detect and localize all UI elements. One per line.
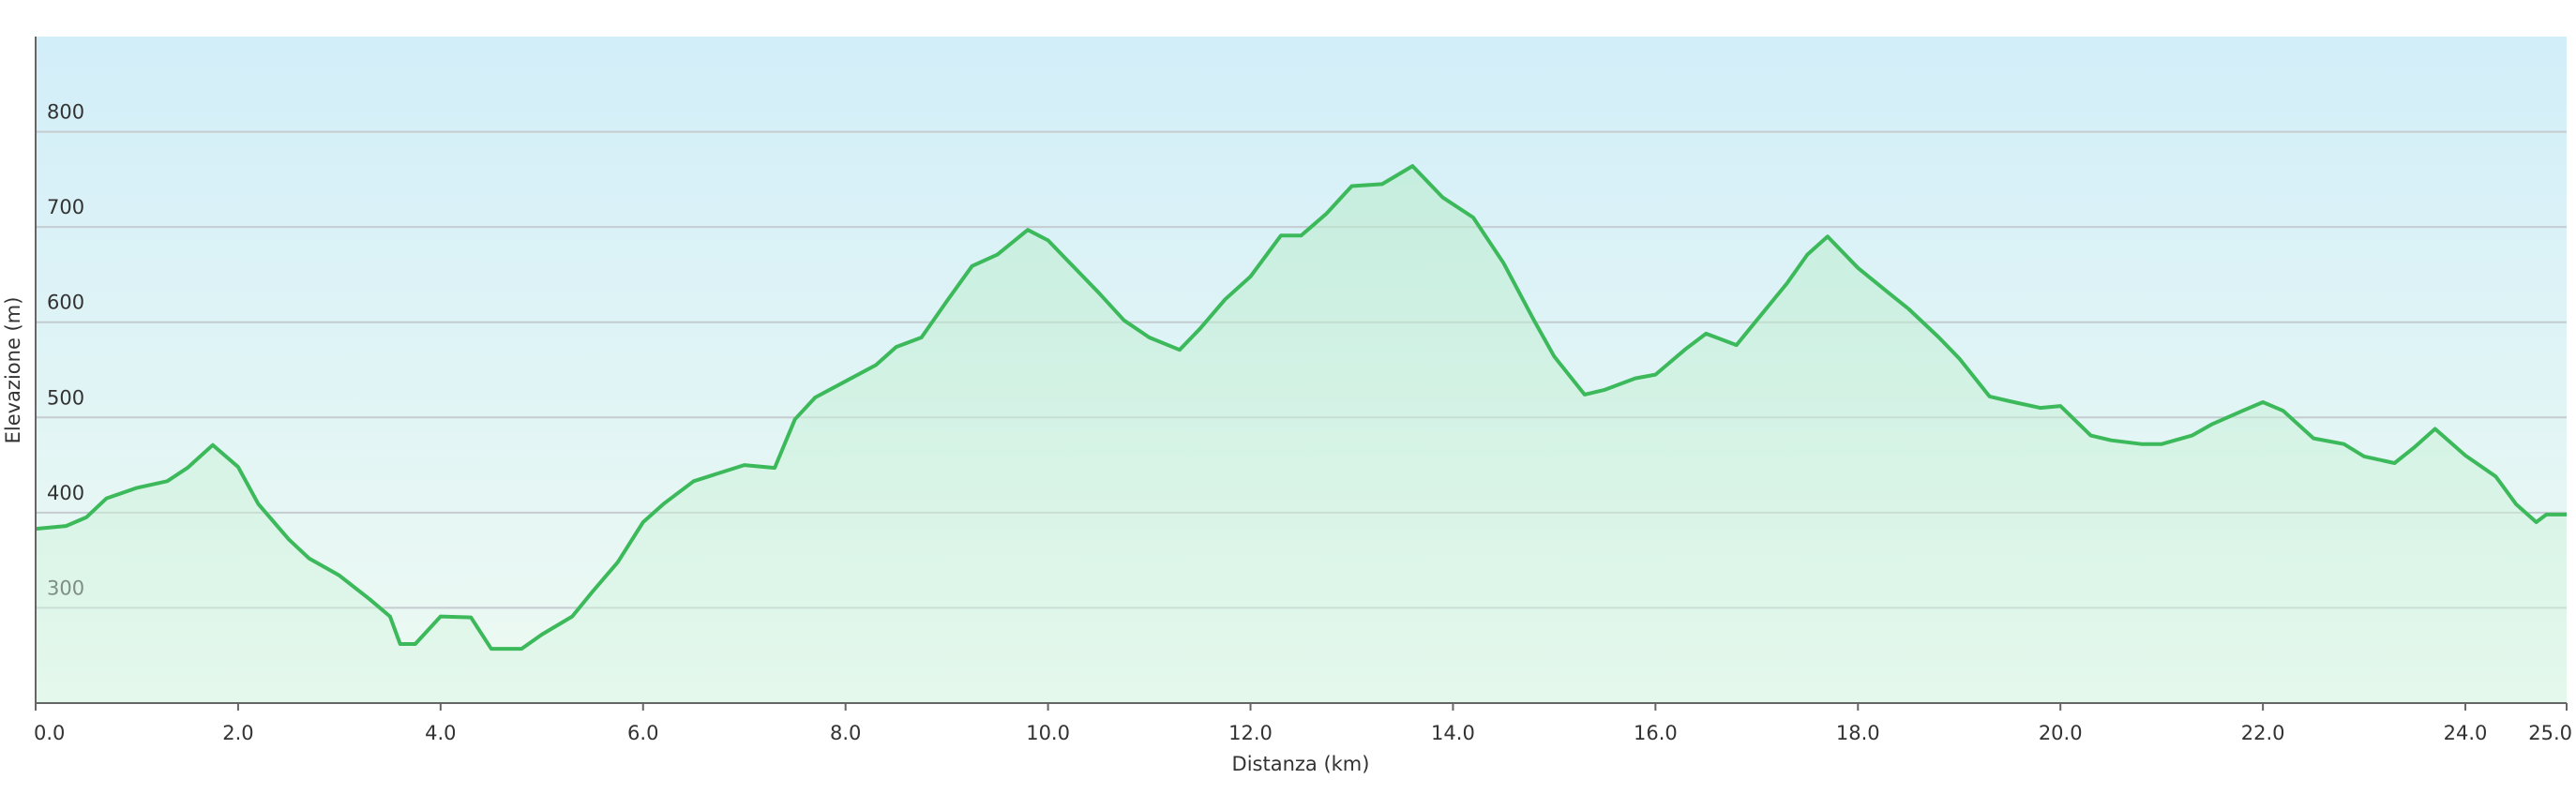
x-tick-label: 2.0 <box>222 722 253 744</box>
x-tick-label: 24.0 <box>2444 722 2488 744</box>
y-tick-label: 800 <box>47 101 84 124</box>
x-tick-label: 16.0 <box>1634 722 1678 744</box>
x-tick-label: 12.0 <box>1228 722 1273 744</box>
x-tick-label: 10.0 <box>1026 722 1070 744</box>
y-tick-label: 600 <box>47 292 84 314</box>
elevation-line <box>35 164 2567 652</box>
y-tick-label: 400 <box>47 482 84 504</box>
x-tick-label: 18.0 <box>1836 722 1880 744</box>
x-tick-label: 6.0 <box>627 722 658 744</box>
x-tick-label: 20.0 <box>2039 722 2083 744</box>
x-tick-label: 14.0 <box>1431 722 1475 744</box>
y-tick-label: 700 <box>47 196 84 218</box>
y-tick-label: 500 <box>47 386 84 409</box>
x-axis-title: Distanza (km) <box>1232 753 1370 775</box>
x-tick-label: 22.0 <box>2241 722 2285 744</box>
y-axis-title: Elevazione (m) <box>2 297 24 444</box>
x-tick-label: 0.0 <box>34 722 65 744</box>
x-tick-label: 25.0 <box>2528 722 2572 744</box>
x-tick-label: 4.0 <box>425 722 456 744</box>
x-tick-label: 8.0 <box>830 722 861 744</box>
area-fill <box>36 166 2567 704</box>
